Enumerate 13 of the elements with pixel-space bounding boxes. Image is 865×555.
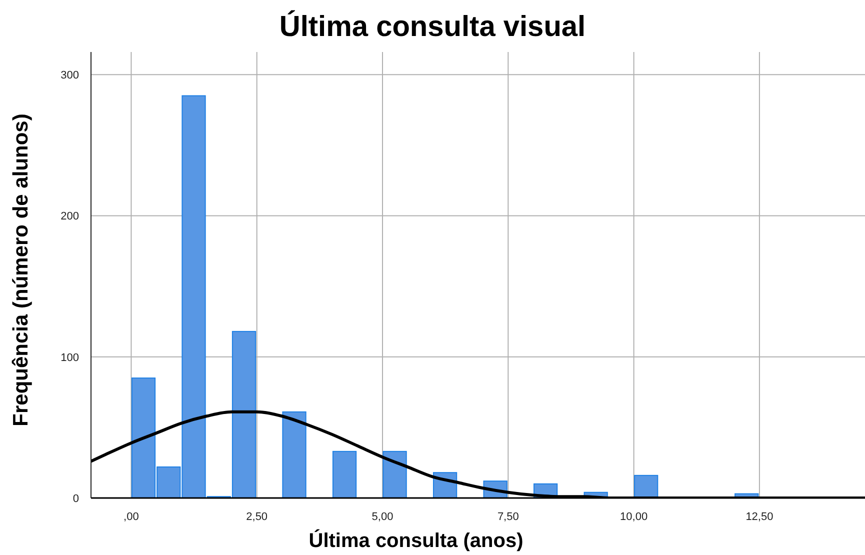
x-axis-title: Última consulta (anos)	[308, 530, 524, 552]
y-tick-label: 0	[72, 492, 79, 505]
y-axis-title: Frequência (número de alunos)	[10, 114, 32, 426]
y-tick-label: 100	[60, 352, 79, 364]
y-tick-label: 200	[60, 210, 79, 223]
y-tick-label: 300	[60, 69, 79, 82]
x-tick-label: 7,50	[497, 510, 519, 523]
x-tick-label: ,00	[124, 510, 139, 523]
chart-title: Última consulta visual	[279, 11, 586, 43]
x-tick-label: 10,00	[620, 510, 648, 523]
x-tick-label: 5,00	[372, 510, 394, 523]
x-tick-label: 2,50	[246, 510, 268, 523]
x-tick-label: 12,50	[746, 510, 774, 523]
